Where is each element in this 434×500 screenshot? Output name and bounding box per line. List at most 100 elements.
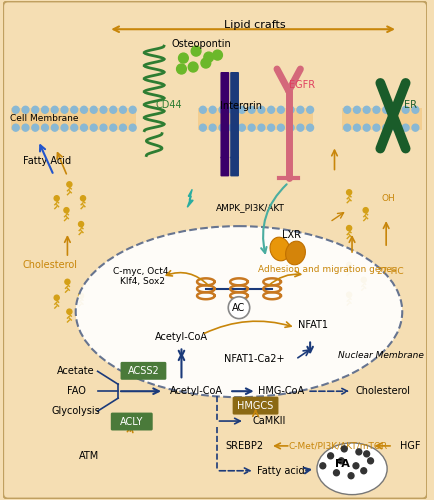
Bar — [342, 108, 421, 130]
Circle shape — [353, 124, 359, 131]
Circle shape — [343, 124, 350, 131]
Circle shape — [352, 463, 358, 469]
Text: Adhesion and migration genes: Adhesion and migration genes — [258, 266, 396, 274]
Circle shape — [129, 106, 136, 114]
Bar — [197, 108, 312, 130]
Circle shape — [286, 106, 293, 114]
Circle shape — [109, 124, 116, 131]
Circle shape — [257, 124, 264, 131]
FancyBboxPatch shape — [230, 156, 238, 176]
Circle shape — [51, 106, 58, 114]
Circle shape — [360, 468, 366, 474]
Circle shape — [360, 277, 365, 282]
Circle shape — [372, 106, 379, 114]
FancyBboxPatch shape — [220, 72, 229, 158]
Circle shape — [129, 124, 136, 131]
Ellipse shape — [285, 241, 305, 265]
Text: CaMKII: CaMKII — [252, 416, 285, 426]
Circle shape — [204, 52, 213, 62]
Text: AMPK_PI3K/AKT: AMPK_PI3K/AKT — [215, 202, 284, 211]
Circle shape — [90, 124, 97, 131]
Circle shape — [296, 106, 303, 114]
Circle shape — [218, 106, 225, 114]
Circle shape — [338, 458, 343, 464]
Circle shape — [67, 309, 72, 314]
Circle shape — [212, 50, 222, 60]
Circle shape — [54, 196, 59, 201]
Text: Osteopontin: Osteopontin — [171, 39, 230, 49]
Circle shape — [51, 124, 58, 131]
Text: Intergrin: Intergrin — [220, 101, 261, 111]
Text: CD44: CD44 — [155, 100, 182, 110]
Circle shape — [306, 106, 313, 114]
FancyBboxPatch shape — [120, 362, 166, 380]
Circle shape — [71, 106, 78, 114]
Circle shape — [363, 451, 369, 457]
Circle shape — [257, 106, 264, 114]
Text: Glycolysis: Glycolysis — [52, 406, 100, 416]
Circle shape — [67, 182, 72, 187]
Text: Cholesterol: Cholesterol — [355, 386, 410, 396]
Circle shape — [341, 446, 346, 452]
Circle shape — [61, 124, 68, 131]
FancyBboxPatch shape — [3, 2, 426, 498]
Circle shape — [296, 124, 303, 131]
Circle shape — [64, 208, 69, 213]
Text: HGF: HGF — [399, 441, 420, 451]
Circle shape — [71, 124, 78, 131]
Text: 27-HC: 27-HC — [375, 268, 403, 276]
Text: Cell Membrane: Cell Membrane — [10, 114, 78, 123]
Circle shape — [401, 124, 408, 131]
Circle shape — [343, 106, 350, 114]
Circle shape — [79, 293, 83, 298]
Circle shape — [199, 124, 206, 131]
Polygon shape — [187, 190, 193, 207]
Text: Acetyl-CoA: Acetyl-CoA — [155, 332, 207, 342]
Circle shape — [65, 279, 70, 284]
Text: OH: OH — [380, 194, 394, 203]
Text: HMGCS: HMGCS — [237, 401, 273, 411]
Text: Acetyl-CoA: Acetyl-CoA — [169, 386, 222, 396]
FancyBboxPatch shape — [232, 396, 278, 414]
Text: Cholesterol: Cholesterol — [22, 260, 77, 270]
Circle shape — [79, 222, 83, 226]
Circle shape — [319, 463, 325, 469]
Circle shape — [327, 453, 333, 459]
Circle shape — [188, 62, 197, 72]
Circle shape — [22, 106, 29, 114]
Circle shape — [228, 106, 235, 114]
FancyBboxPatch shape — [220, 156, 229, 176]
Circle shape — [286, 124, 293, 131]
Text: SREBP2: SREBP2 — [225, 441, 263, 451]
Text: Acetate: Acetate — [57, 366, 95, 376]
Circle shape — [119, 106, 126, 114]
Circle shape — [277, 124, 284, 131]
Circle shape — [90, 106, 97, 114]
Circle shape — [391, 124, 398, 131]
Circle shape — [22, 124, 29, 131]
Circle shape — [218, 124, 225, 131]
Circle shape — [248, 124, 254, 131]
Circle shape — [100, 124, 107, 131]
Circle shape — [333, 470, 339, 476]
Text: Nuclear Membrane: Nuclear Membrane — [338, 351, 423, 360]
Text: Fatty acid: Fatty acid — [256, 466, 304, 476]
Circle shape — [201, 58, 210, 68]
Circle shape — [362, 208, 367, 213]
Text: C-Met/PI3K/AKT/mTOR: C-Met/PI3K/AKT/mTOR — [288, 442, 387, 450]
Circle shape — [267, 106, 274, 114]
Circle shape — [228, 124, 235, 131]
Text: HMG-CoA: HMG-CoA — [257, 386, 303, 396]
Circle shape — [346, 190, 351, 195]
Circle shape — [228, 296, 249, 318]
Circle shape — [391, 106, 398, 114]
Circle shape — [178, 53, 188, 63]
Text: EGFR: EGFR — [289, 80, 315, 90]
Circle shape — [61, 106, 68, 114]
Circle shape — [176, 64, 186, 74]
Circle shape — [355, 449, 361, 455]
Circle shape — [346, 226, 351, 230]
Bar — [11, 108, 135, 130]
Circle shape — [32, 106, 39, 114]
Circle shape — [362, 106, 369, 114]
